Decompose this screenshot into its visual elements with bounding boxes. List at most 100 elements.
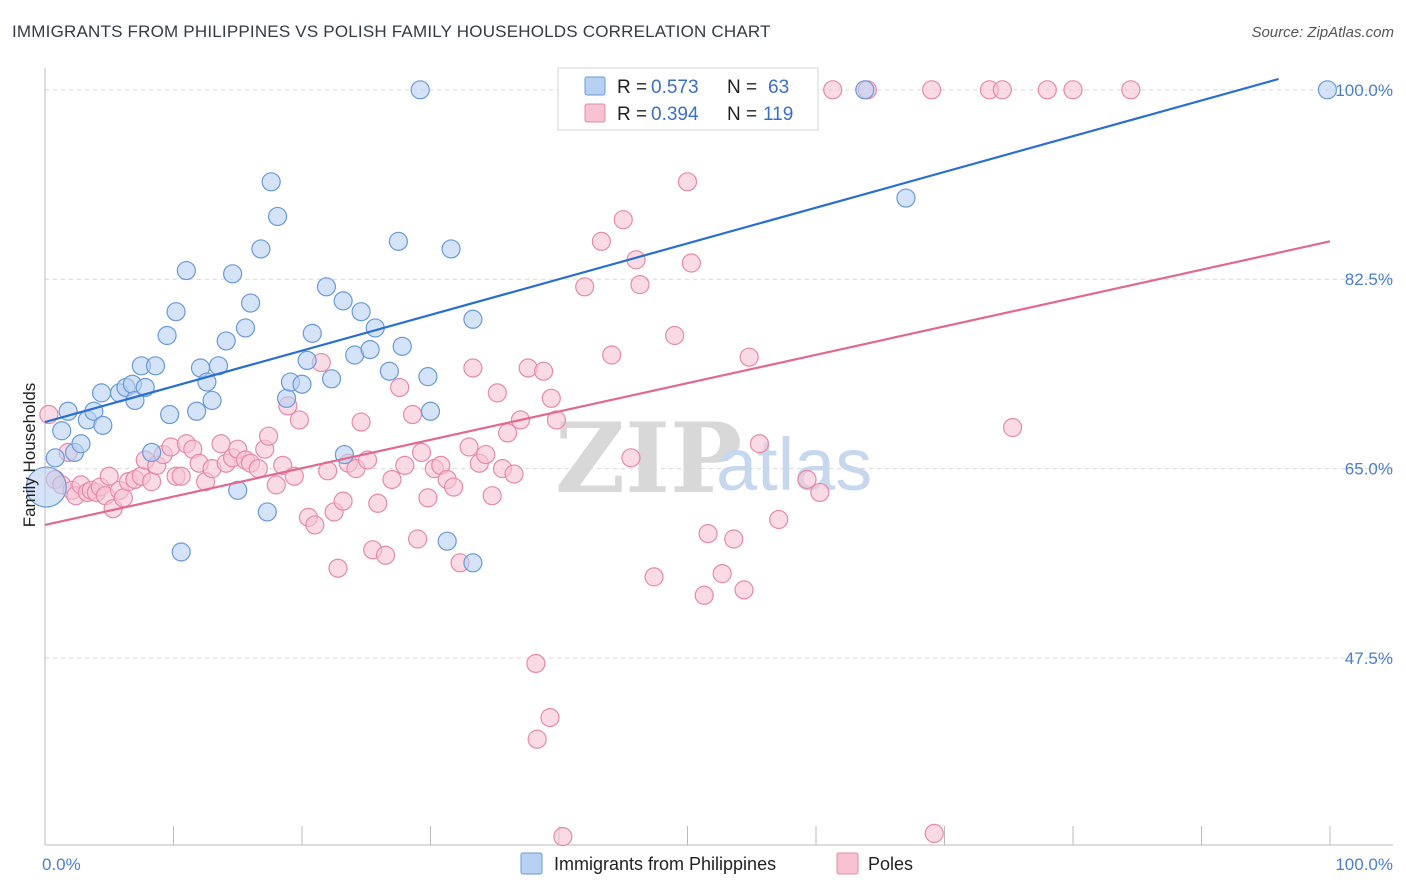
- philippines-point: [223, 264, 243, 284]
- philippines-point: [171, 542, 191, 562]
- philippines-point: [276, 388, 297, 408]
- philippines-point: [410, 80, 430, 100]
- poles-point: [171, 466, 191, 486]
- philippines-point: [292, 374, 312, 394]
- chart-title: IMMIGRANTS FROM PHILIPPINES VS POLISH FA…: [12, 22, 771, 41]
- poles-point: [487, 383, 507, 403]
- philippines-point: [261, 172, 281, 192]
- philippines-point: [441, 239, 461, 259]
- philippines-point: [379, 361, 399, 381]
- philippines-point: [216, 331, 236, 351]
- philippines-point: [52, 421, 72, 441]
- poles-point: [613, 210, 633, 230]
- poles-point: [734, 580, 754, 600]
- poles-point: [526, 653, 546, 674]
- philippines-point: [145, 356, 166, 376]
- poles-point: [351, 412, 371, 432]
- legend-n-label-1: N =: [727, 77, 757, 98]
- poles-point: [333, 491, 353, 511]
- legend-r-value-2: 0.394: [651, 104, 699, 125]
- poles-point: [482, 486, 502, 506]
- poles-point: [739, 347, 759, 367]
- legend-swatch-philippines: [584, 76, 606, 96]
- philippines-point: [437, 531, 457, 551]
- legend-n-label-2: N =: [727, 104, 757, 125]
- poles-point: [823, 80, 843, 100]
- poles-point: [681, 253, 701, 273]
- philippines-point: [142, 442, 162, 463]
- bottom-legend-label-poles: Poles: [868, 854, 913, 874]
- philippines-point: [333, 291, 353, 311]
- x-tick-label-start: 0.0%: [42, 855, 81, 874]
- legend-r-label-2: R =: [617, 104, 647, 125]
- philippines-point: [1317, 80, 1338, 100]
- philippines-point: [896, 188, 916, 208]
- y-tick-label: 82.5%: [1345, 270, 1393, 289]
- poles-point: [644, 567, 664, 587]
- poles-point: [266, 475, 286, 495]
- poles-point: [504, 464, 524, 484]
- poles-point: [810, 482, 830, 503]
- philippines-point: [202, 390, 222, 411]
- poles-trend-line: [44, 240, 1331, 527]
- poles-point: [463, 358, 483, 378]
- poles-point: [248, 459, 268, 479]
- watermark-zip: ZIP: [555, 402, 742, 515]
- philippines-point: [241, 293, 261, 313]
- poles-point: [476, 444, 496, 465]
- philippines-point: [321, 369, 342, 389]
- legend-r-label-1: R =: [617, 77, 647, 98]
- poles-point: [289, 410, 310, 430]
- poles-point: [922, 80, 942, 100]
- poles-point: [924, 823, 944, 844]
- philippines-point: [93, 415, 113, 435]
- x-tick-label-end: 100.0%: [1335, 855, 1393, 874]
- legend-n-value-1: 63: [768, 77, 789, 98]
- poles-point: [575, 277, 595, 297]
- philippines-point: [463, 553, 483, 573]
- philippines-point: [392, 336, 412, 356]
- philippines-point: [25, 466, 67, 508]
- axis-layer: 47.5% 65.0% 82.5% 100.0% 0.0% 100.0%: [42, 68, 1393, 874]
- philippines-point: [855, 80, 875, 100]
- poles-point: [518, 358, 538, 378]
- watermark-atlas: atlas: [716, 423, 872, 506]
- philippines-point: [463, 309, 483, 329]
- y-axis-title: Family Households: [20, 383, 39, 528]
- philippines-point: [91, 383, 112, 403]
- legend: R = 0.573 N = 63 R = 0.394 N = 119: [557, 67, 819, 131]
- poles-point: [724, 529, 744, 549]
- philippines-trend-line: [44, 77, 1279, 424]
- philippines-point: [45, 448, 65, 468]
- y-tick-label: 100.0%: [1335, 81, 1393, 100]
- philippines-point: [316, 277, 337, 297]
- poles-point: [797, 469, 817, 490]
- philippines-point: [420, 401, 441, 421]
- poles-point: [258, 426, 279, 446]
- poles-point: [390, 377, 410, 398]
- poles-point: [418, 488, 438, 508]
- philippines-point: [251, 239, 271, 259]
- points-layer: [25, 80, 1338, 847]
- y-tick-label: 65.0%: [1345, 460, 1393, 479]
- philippines-point: [297, 350, 317, 371]
- poles-point: [712, 564, 732, 584]
- philippines-point: [157, 325, 177, 346]
- poles-point: [621, 448, 641, 468]
- poles-point: [113, 488, 133, 508]
- philippines-point: [176, 260, 196, 281]
- bottom-legend-swatch-philippines: [520, 852, 543, 875]
- poles-point: [540, 707, 560, 728]
- poles-point: [769, 509, 789, 530]
- poles-point: [677, 172, 698, 192]
- philippines-point: [187, 401, 207, 421]
- poles-point: [395, 455, 415, 475]
- poles-point: [1037, 80, 1057, 100]
- poles-point: [368, 493, 388, 513]
- watermark: ZIP atlas: [555, 402, 872, 515]
- poles-point: [602, 345, 622, 365]
- poles-point: [305, 515, 325, 535]
- poles-point: [630, 275, 650, 295]
- poles-point: [1063, 80, 1083, 100]
